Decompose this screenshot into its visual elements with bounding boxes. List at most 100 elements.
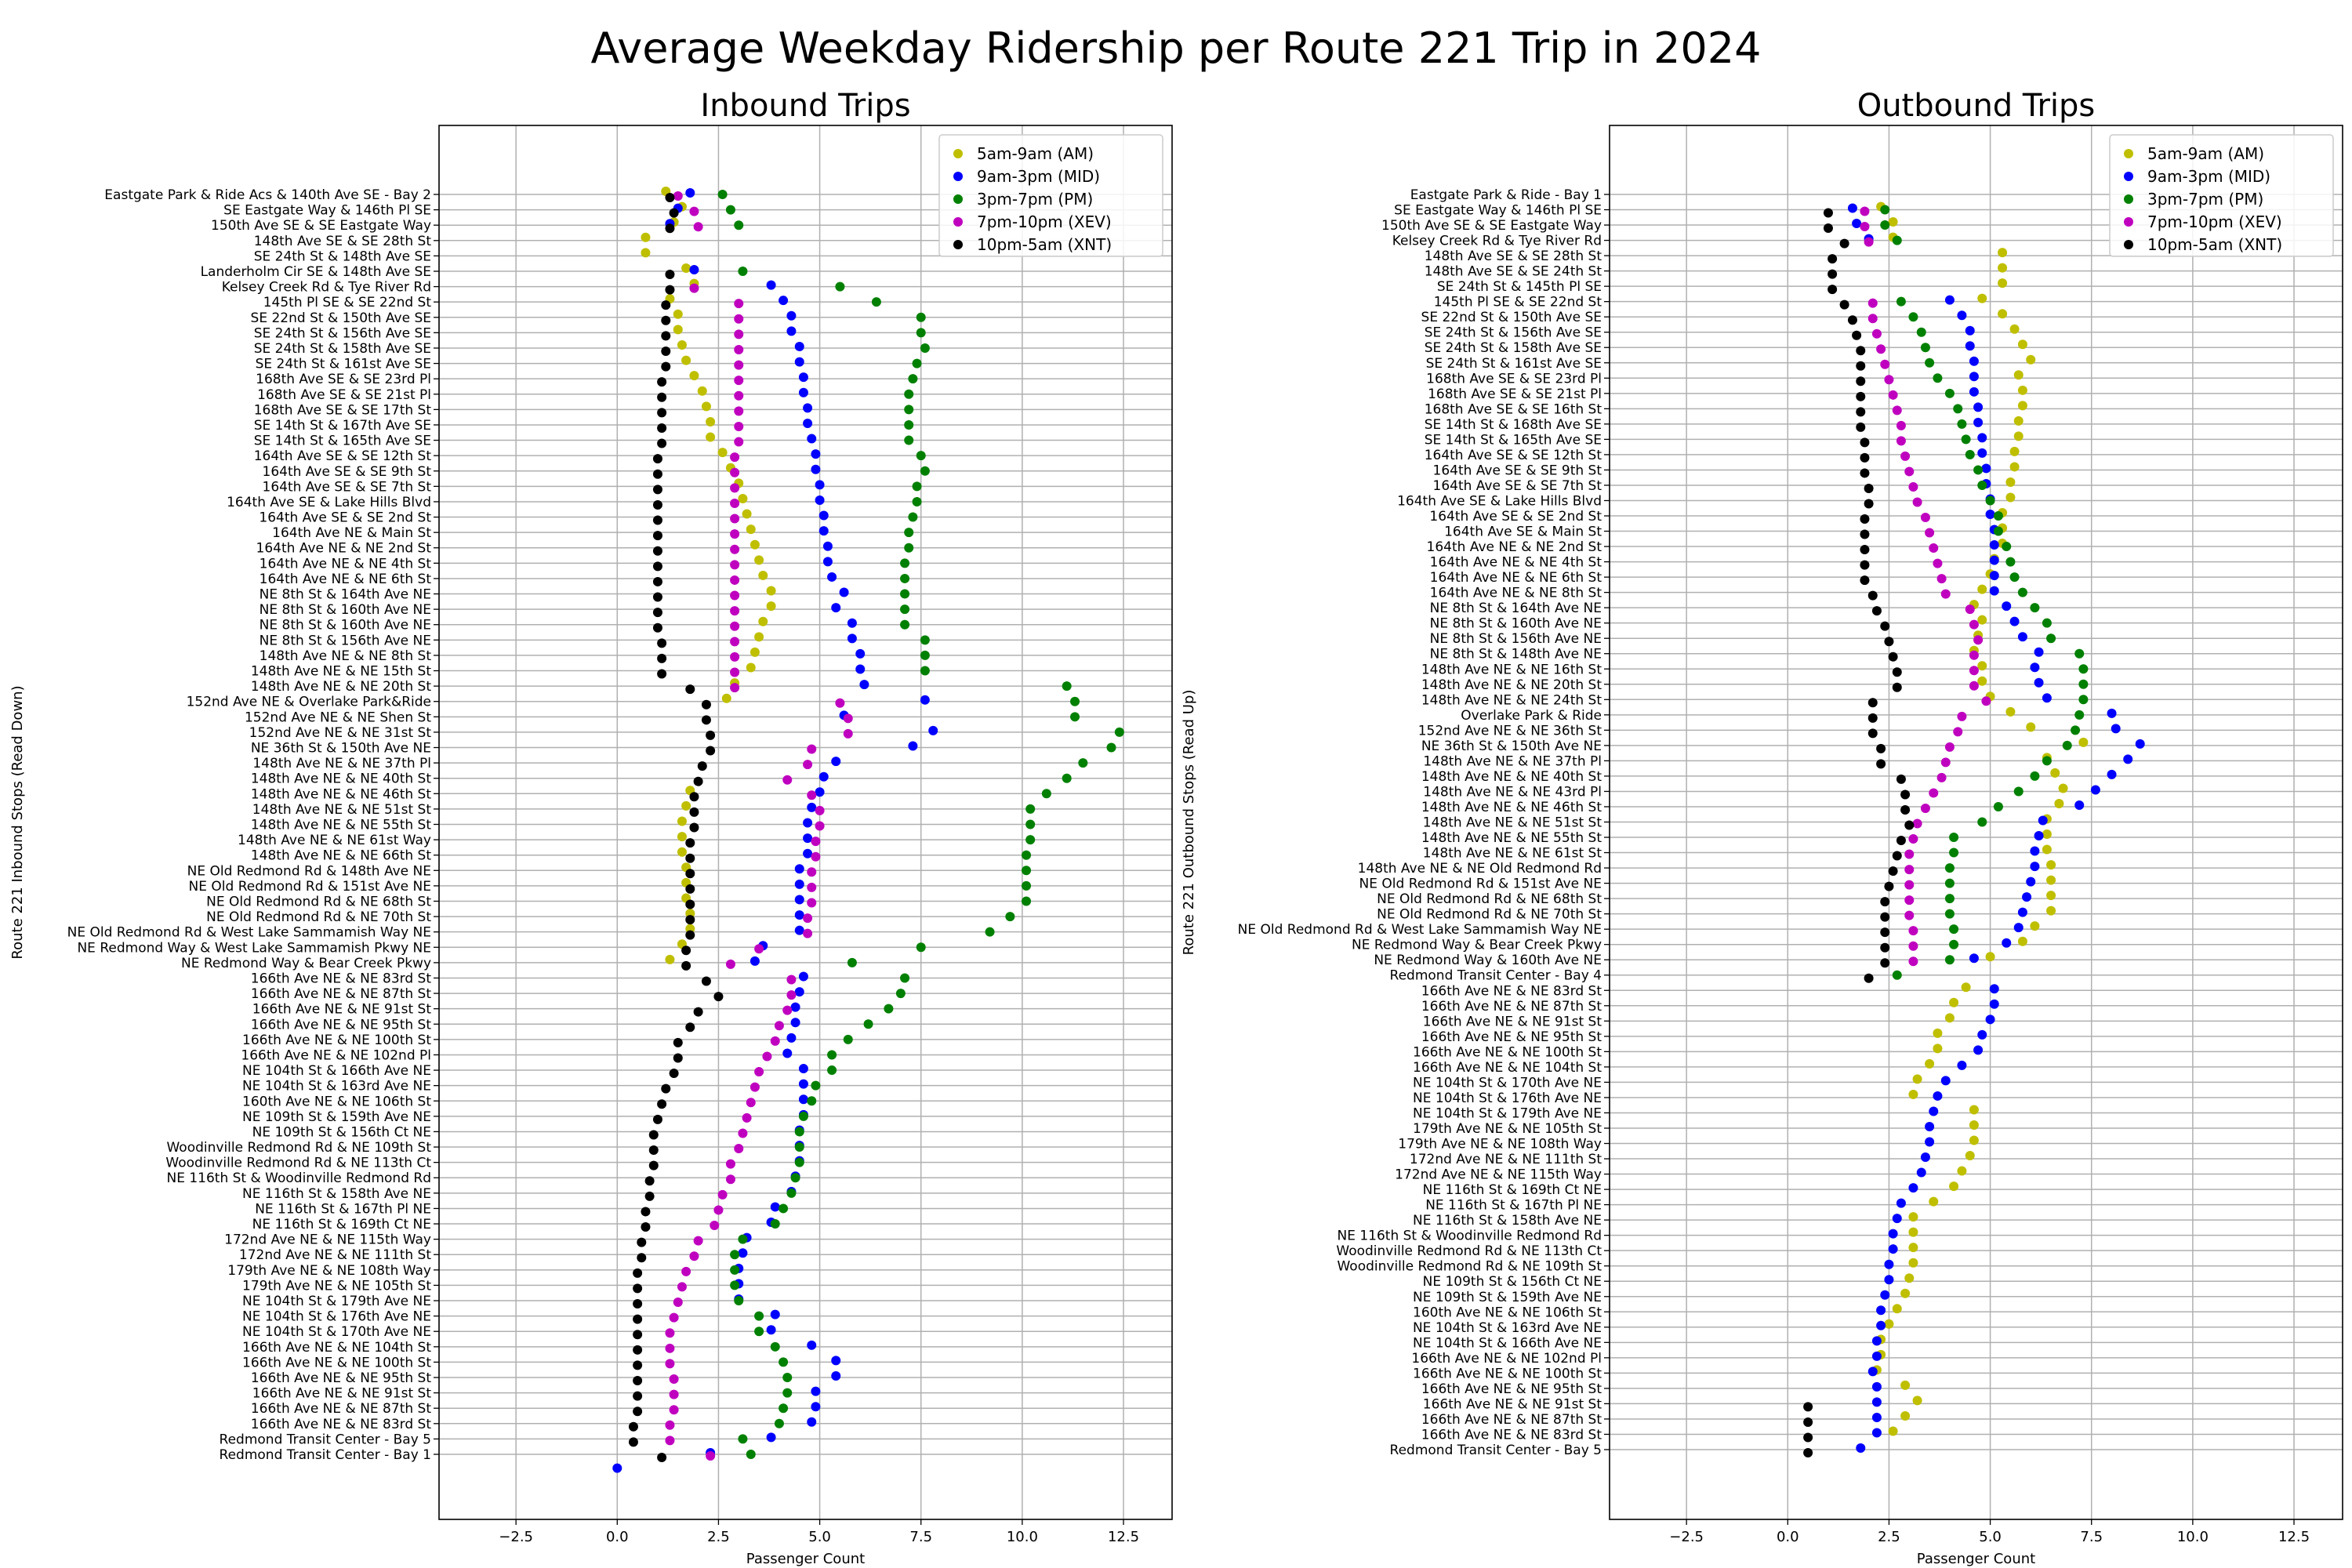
data-point-pm — [738, 266, 748, 276]
y-tick-label: 164th Ave NE & Main St — [272, 525, 431, 541]
outbound-panel: Eastgate Park & Ride - Bay 1SE Eastgate … — [1181, 88, 2343, 1567]
data-point-xev — [1860, 206, 1870, 216]
data-point-pm — [920, 666, 930, 676]
data-point-xnt — [1839, 238, 1849, 249]
data-point-mid — [1989, 984, 1999, 994]
data-point-am — [2009, 446, 2020, 456]
data-point-xnt — [661, 361, 671, 372]
y-tick-label: NE Old Redmond Rd & NE 70th St — [206, 909, 431, 925]
data-point-xev — [1876, 344, 1886, 354]
data-point-am — [677, 847, 687, 857]
data-point-xnt — [652, 499, 662, 510]
y-tick-label: 148th Ave NE & NE Old Redmond Rd — [1358, 861, 1602, 877]
data-point-am — [1912, 1074, 1922, 1084]
data-point-mid — [1973, 402, 1984, 412]
data-point-pm — [1993, 511, 2003, 521]
data-point-mid — [1989, 586, 1999, 596]
y-tick-label: 148th Ave NE & NE 15th St — [251, 664, 431, 680]
y-tick-label: 148th Ave NE & NE 40th St — [251, 771, 431, 787]
data-point-mid — [794, 864, 804, 874]
data-point-mid — [790, 1002, 800, 1012]
data-point-xev — [730, 590, 740, 601]
x-tick-label: −2.5 — [1669, 1529, 1704, 1545]
y-tick-label: SE 22nd St & 150th Ave SE — [251, 310, 431, 326]
y-tick-label: 166th Ave NE & NE 100th St — [242, 1033, 431, 1048]
y-axis-label: Route 221 Outbound Stops (Read Up) — [1181, 690, 1197, 956]
data-point-xnt — [1876, 759, 1886, 769]
data-point-am — [742, 509, 752, 519]
y-tick-label: 166th Ave NE & NE 100th St — [1413, 1366, 1602, 1381]
data-point-xnt — [648, 1160, 659, 1171]
data-point-xev — [730, 544, 740, 554]
data-point-xev — [706, 1451, 716, 1461]
y-tick-label: Kelsey Creek Rd & Tye River Rd — [222, 280, 431, 296]
data-point-xev — [1888, 390, 1898, 400]
data-point-xnt — [661, 331, 671, 341]
data-point-am — [721, 693, 731, 703]
data-point-xev — [738, 1128, 748, 1138]
x-tick-label: 7.5 — [2080, 1529, 2103, 1545]
data-point-xnt — [689, 822, 699, 833]
data-point-mid — [2042, 693, 2052, 703]
data-point-mid — [1896, 1198, 1906, 1208]
data-point-xnt — [665, 223, 675, 234]
y-tick-label: 150th Ave SE & SE Eastgate Way — [1381, 218, 1602, 234]
data-point-pm — [730, 1280, 740, 1290]
y-tick-label: Woodinville Redmond Rd & NE 109th St — [166, 1140, 431, 1156]
data-point-xev — [1969, 650, 1979, 660]
x-tick-label: 12.5 — [2278, 1529, 2310, 1545]
data-point-am — [2058, 783, 2068, 793]
data-point-xev — [1908, 956, 1918, 967]
data-point-mid — [2034, 677, 2044, 688]
data-point-xev — [717, 1189, 728, 1200]
y-tick-label: NE Old Redmond Rd & 151st Ave NE — [189, 879, 431, 895]
data-point-xnt — [681, 960, 691, 971]
data-point-am — [750, 539, 760, 550]
y-tick-label: SE Eastgate Way & 146th Pl SE — [223, 203, 431, 219]
data-point-mid — [811, 1386, 821, 1396]
y-tick-label: 148th Ave NE & NE 16th St — [1421, 662, 1602, 677]
data-point-pm — [1949, 939, 1959, 949]
data-point-xev — [730, 637, 740, 647]
y-tick-label: 148th Ave SE & SE 28th St — [1425, 249, 1602, 264]
y-tick-label: NE 116th St & Woodinville Redmond Rd — [1337, 1229, 1602, 1244]
data-point-xnt — [628, 1437, 638, 1447]
data-point-pm — [900, 558, 910, 568]
data-point-am — [1977, 584, 1987, 594]
data-point-mid — [1985, 1014, 1995, 1025]
data-point-mid — [1989, 540, 1999, 550]
data-point-xnt — [701, 976, 711, 986]
data-point-mid — [1944, 295, 1955, 305]
y-tick-label: 148th Ave NE & NE 40th St — [1421, 769, 1602, 785]
data-point-xnt — [1860, 452, 1870, 463]
data-point-mid — [1871, 1397, 1882, 1407]
data-point-mid — [1957, 310, 1967, 321]
data-point-xev — [1944, 742, 1955, 752]
data-point-xev — [734, 376, 744, 386]
data-point-pm — [1944, 894, 1955, 904]
data-point-mid — [1965, 325, 1975, 336]
y-tick-label: NE 116th St & 169th Ct NE — [252, 1217, 431, 1232]
data-point-xev — [815, 805, 825, 815]
data-point-pm — [920, 635, 930, 645]
data-point-xnt — [1823, 208, 1833, 218]
data-point-am — [1929, 1196, 1939, 1207]
data-point-am — [2042, 829, 2052, 840]
data-point-mid — [818, 771, 829, 782]
data-point-am — [1904, 1273, 1915, 1283]
data-point-xnt — [706, 746, 716, 756]
data-point-pm — [827, 1050, 837, 1060]
data-point-am — [681, 800, 691, 811]
y-tick-label: 152nd Ave NE & Overlake Park&Ride — [187, 695, 431, 710]
data-point-am — [1957, 1166, 1967, 1176]
data-point-xnt — [1864, 483, 1874, 493]
data-point-am — [1892, 1304, 1902, 1314]
data-point-am — [2005, 706, 2016, 717]
data-point-pm — [734, 1296, 744, 1306]
data-point-pm — [1944, 909, 1955, 919]
data-point-mid — [2017, 907, 2027, 917]
data-point-pm — [1896, 296, 1906, 307]
data-point-xev — [754, 944, 764, 954]
data-point-xnt — [661, 300, 671, 310]
data-point-xnt — [1803, 1432, 1813, 1443]
